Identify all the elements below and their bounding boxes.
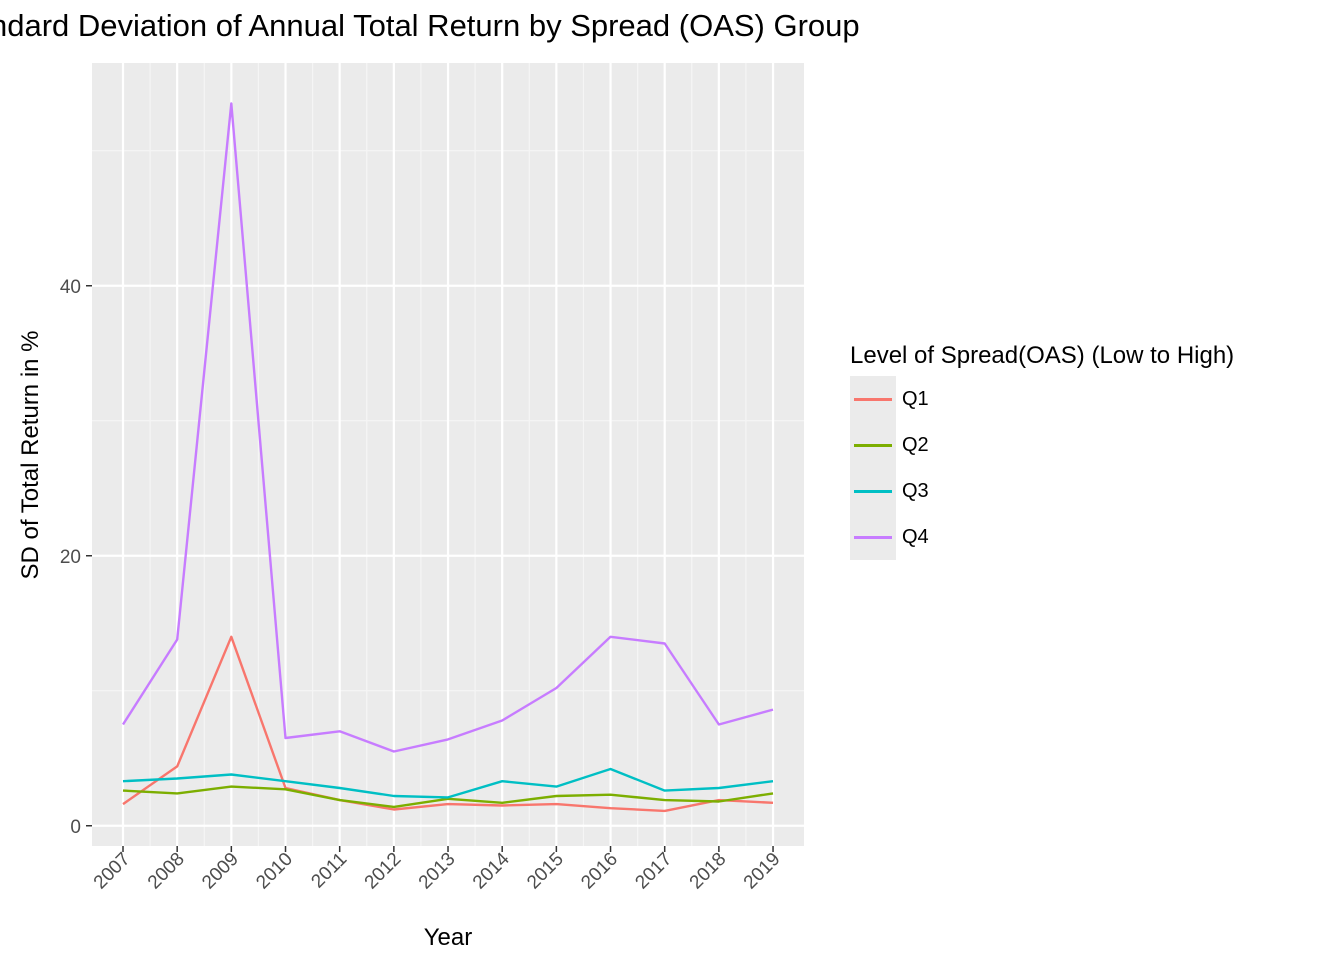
y-axis-title: SD of Total Return in % xyxy=(17,330,44,579)
x-tick-label: 2012 xyxy=(361,849,406,894)
legend-swatch xyxy=(854,398,892,401)
series-line-q1 xyxy=(122,635,774,813)
y-tick-label: 20 xyxy=(60,547,81,568)
legend-key xyxy=(850,514,896,560)
y-tick-label: 40 xyxy=(60,277,81,298)
legend-swatch xyxy=(854,490,892,493)
legend-key xyxy=(850,376,896,422)
x-axis-title: Year xyxy=(424,924,473,951)
legend-items: Q1 Q2 Q3 Q4 xyxy=(850,376,1234,560)
legend-key xyxy=(850,422,896,468)
series-line-q3 xyxy=(122,767,774,799)
series-line-q2 xyxy=(122,785,774,809)
chart-title: ndard Deviation of Annual Total Return b… xyxy=(0,8,860,43)
x-tick-label: 2015 xyxy=(523,849,568,894)
x-tick-label: 2011 xyxy=(307,849,351,893)
plot-panel xyxy=(92,63,804,846)
legend-item-q4: Q4 xyxy=(850,514,1234,560)
x-tick-label: 2016 xyxy=(577,849,622,894)
legend: Level of Spread(OAS) (Low to High) Q1 Q2 Q… xyxy=(850,342,1234,560)
legend-title: Level of Spread(OAS) (Low to High) xyxy=(850,342,1235,369)
legend-label: Q1 xyxy=(902,387,929,410)
x-tick-label: 2013 xyxy=(415,849,460,894)
legend-item-q1: Q1 xyxy=(850,376,1234,422)
x-tick-label: 2018 xyxy=(686,849,731,894)
x-tick-label: 2008 xyxy=(144,849,189,894)
y-tick-label: 0 xyxy=(70,817,81,838)
legend-key xyxy=(850,468,896,514)
legend-swatch xyxy=(854,536,892,539)
legend-label: Q4 xyxy=(902,525,929,548)
legend-label: Q3 xyxy=(902,479,929,502)
legend-item-q3: Q3 xyxy=(850,468,1234,514)
x-tick-label: 2019 xyxy=(740,849,785,894)
x-tick-label: 2007 xyxy=(90,849,135,894)
x-tick-label: 2009 xyxy=(198,849,243,894)
x-tick-label: 2017 xyxy=(631,849,676,894)
legend-swatch xyxy=(854,444,892,447)
x-tick-label: 2014 xyxy=(469,848,514,893)
legend-item-q2: Q2 xyxy=(850,422,1234,468)
x-tick-label: 2010 xyxy=(252,849,297,894)
legend-label: Q2 xyxy=(902,433,929,456)
series-line-q4 xyxy=(121,102,774,753)
